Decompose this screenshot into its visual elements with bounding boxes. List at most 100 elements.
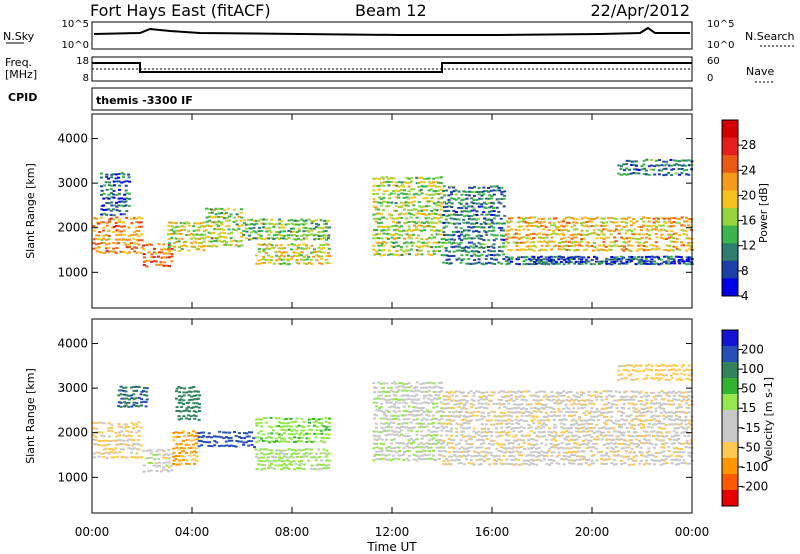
scatter-cell-1-9 [447, 446, 451, 449]
scatter-cell-0-8 [490, 233, 494, 236]
scatter-cell-0-9 [542, 233, 546, 236]
scatter-cell-1-9 [657, 439, 661, 442]
scatter-cell-0-10 [542, 263, 546, 266]
scatter-cell-0-9 [620, 217, 624, 220]
scatter-cell-1-9 [643, 404, 647, 407]
colorbar-swatch [722, 155, 738, 174]
scatter-cell-1-8 [392, 438, 396, 441]
scatter-cell-0-7 [390, 245, 394, 248]
scatter-cell-1-9 [664, 423, 668, 426]
scatter-cell-1-9 [482, 442, 486, 445]
scatter-cell-1-7 [270, 463, 273, 465]
scatter-cell-0-10 [584, 262, 588, 265]
scatter-cell-0-11 [634, 164, 638, 167]
scatter-cell-1-1 [123, 401, 127, 404]
scatter-cell-0-11 [658, 159, 661, 162]
scatter-cell-1-0 [135, 443, 139, 446]
scatter-cell-1-9 [590, 399, 594, 402]
scatter-cell-1-9 [480, 411, 484, 414]
scatter-cell-0-9 [602, 244, 606, 247]
scatter-cell-0-0 [104, 233, 108, 236]
scatter-cell-1-4 [187, 401, 191, 404]
scatter-cell-1-8 [390, 433, 394, 436]
scatter-cell-0-5 [287, 219, 291, 222]
scatter-cell-0-9 [507, 236, 511, 239]
scatter-cell-0-8 [493, 254, 497, 257]
scatter-cell-1-8 [412, 441, 416, 444]
scatter-cell-0-9 [687, 224, 691, 227]
scatter-cell-0-8 [473, 186, 476, 188]
scatter-cell-1-7 [302, 468, 306, 471]
scatter-cell-0-7 [393, 228, 397, 231]
scatter-cell-0-9 [554, 225, 558, 228]
scatter-cell-1-0 [102, 448, 106, 451]
scatter-cell-1-9 [652, 414, 656, 417]
scatter-cell-0-0 [133, 250, 137, 253]
scatter-cell-1-9 [625, 415, 629, 418]
scatter-cell-0-8 [502, 245, 506, 248]
scatter-cell-0-10 [537, 256, 540, 259]
scatter-cell-0-9 [624, 221, 628, 224]
scatter-cell-1-2 [167, 449, 171, 451]
scatter-cell-1-9 [467, 450, 471, 453]
scatter-cell-0-8 [472, 230, 476, 233]
scatter-cell-1-9 [507, 395, 511, 398]
scatter-cell-0-0 [115, 238, 118, 241]
scatter-cell-0-8 [452, 241, 456, 244]
scatter-cell-0-9 [632, 233, 636, 236]
scatter-cell-0-4 [217, 233, 221, 236]
scatter-cell-0-6 [297, 252, 301, 255]
scatter-cell-1-9 [638, 451, 642, 454]
scatter-cell-1-8 [382, 430, 386, 433]
scatter-cell-0-7 [425, 205, 429, 208]
scatter-cell-1-9 [655, 438, 659, 441]
scatter-cell-0-7 [432, 221, 436, 224]
scatter-cell-1-2 [149, 452, 153, 455]
scatter-cell-0-6 [305, 258, 309, 261]
scatter-cell-1-9 [654, 398, 658, 401]
scatter-cell-1-9 [495, 431, 499, 434]
scatter-cell-0-0 [128, 246, 131, 248]
scatter-cell-0-4 [234, 229, 238, 232]
scatter-cell-1-9 [580, 443, 584, 446]
scatter-cell-0-7 [387, 213, 391, 216]
scatter-cell-1-9 [660, 422, 663, 425]
scatter-cell-1-9 [610, 395, 614, 398]
scatter-cell-1-7 [290, 453, 294, 456]
scatter-cell-1-9 [570, 459, 574, 462]
scatter-cell-1-9 [577, 407, 581, 410]
scatter-cell-1-9 [630, 439, 634, 442]
scatter-cell-1-6 [255, 418, 259, 421]
scatter-cell-0-7 [395, 189, 399, 192]
scatter-cell-1-9 [670, 458, 674, 461]
scatter-cell-0-0 [105, 243, 108, 246]
scatter-cell-0-9 [572, 233, 576, 236]
scatter-cell-1-8 [410, 446, 414, 449]
scatter-cell-1-7 [257, 456, 261, 459]
scatter-cell-1-6 [289, 417, 293, 420]
scatter-cell-1-8 [378, 431, 382, 434]
scatter-cell-0-9 [599, 248, 603, 251]
scatter-cell-0-10 [572, 256, 576, 259]
scatter-cell-0-5 [292, 230, 296, 233]
scatter-cell-1-8 [429, 418, 433, 421]
scatter-cell-0-9 [592, 249, 595, 252]
scatter-cell-0-0 [112, 247, 116, 250]
scatter-cell-1-9 [658, 406, 662, 409]
scatter-cell-0-7 [403, 213, 406, 216]
scatter-cell-0-5 [257, 226, 261, 229]
scatter-cell-0-7 [417, 252, 420, 255]
scatter-cell-0-7 [440, 221, 444, 224]
scatter-cell-1-8 [427, 414, 431, 417]
scatter-cell-0-8 [480, 253, 484, 256]
scatter-cell-1-9 [600, 450, 604, 453]
scatter-cell-1-7 [327, 452, 331, 455]
scatter-cell-0-9 [617, 229, 621, 232]
scatter-cell-0-7 [420, 253, 424, 256]
scatter-cell-1-1 [128, 398, 132, 401]
scatter-cell-1-0 [127, 425, 131, 428]
scatter-cell-1-1 [143, 387, 146, 389]
scatter-cell-0-9 [612, 241, 616, 244]
scatter-cell-0-0 [135, 230, 139, 232]
scatter-cell-1-8 [402, 459, 406, 461]
